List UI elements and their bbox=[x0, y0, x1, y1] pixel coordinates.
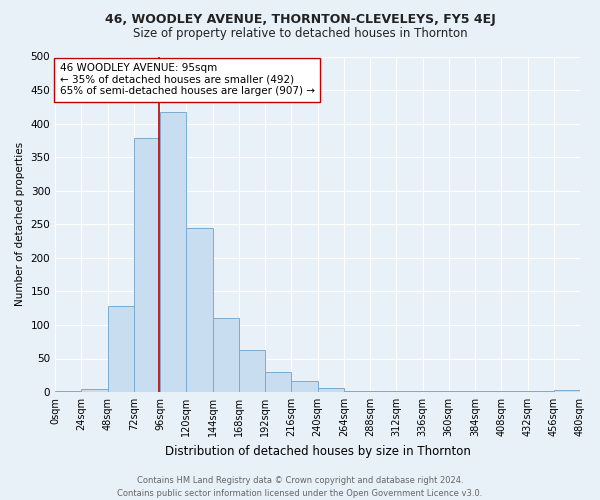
Bar bbox=[370, 390, 397, 392]
Bar bbox=[501, 390, 527, 392]
Y-axis label: Number of detached properties: Number of detached properties bbox=[15, 142, 25, 306]
Bar bbox=[239, 350, 265, 392]
Bar bbox=[134, 138, 160, 392]
Bar bbox=[212, 318, 239, 392]
Bar bbox=[317, 388, 344, 392]
Bar bbox=[265, 372, 292, 392]
Text: 46, WOODLEY AVENUE, THORNTON-CLEVELEYS, FY5 4EJ: 46, WOODLEY AVENUE, THORNTON-CLEVELEYS, … bbox=[104, 12, 496, 26]
Bar bbox=[344, 390, 370, 392]
Bar bbox=[554, 390, 580, 392]
Bar bbox=[160, 112, 187, 392]
Bar bbox=[475, 390, 501, 392]
Bar bbox=[187, 228, 212, 392]
Bar bbox=[422, 390, 449, 392]
Text: Size of property relative to detached houses in Thornton: Size of property relative to detached ho… bbox=[133, 28, 467, 40]
Bar bbox=[449, 390, 475, 392]
Bar bbox=[397, 390, 422, 392]
Bar bbox=[292, 380, 317, 392]
X-axis label: Distribution of detached houses by size in Thornton: Distribution of detached houses by size … bbox=[164, 444, 470, 458]
Text: 46 WOODLEY AVENUE: 95sqm
← 35% of detached houses are smaller (492)
65% of semi-: 46 WOODLEY AVENUE: 95sqm ← 35% of detach… bbox=[59, 63, 314, 96]
Bar bbox=[55, 390, 82, 392]
Bar bbox=[527, 390, 554, 392]
Text: Contains HM Land Registry data © Crown copyright and database right 2024.
Contai: Contains HM Land Registry data © Crown c… bbox=[118, 476, 482, 498]
Bar bbox=[107, 306, 134, 392]
Bar bbox=[82, 390, 107, 392]
